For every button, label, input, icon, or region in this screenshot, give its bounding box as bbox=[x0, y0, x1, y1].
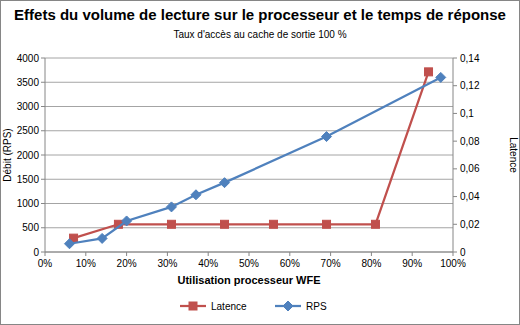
y-tick-label: 2500 bbox=[17, 125, 40, 136]
legend: Latence RPS bbox=[180, 301, 327, 312]
legend-label: Latence bbox=[211, 301, 247, 312]
x-axis-title: Utilisation processeur WFE bbox=[177, 274, 320, 286]
y-tick bbox=[41, 106, 45, 107]
y-axis-title: Débit (RPS) bbox=[2, 128, 13, 181]
x-tick bbox=[85, 252, 86, 256]
point bbox=[97, 233, 107, 243]
y-tick-label: 4000 bbox=[17, 53, 40, 64]
x-tick bbox=[126, 252, 127, 256]
chart-border bbox=[1, 1, 520, 325]
y-tick-label: 1500 bbox=[17, 174, 40, 185]
x-tick bbox=[249, 252, 250, 256]
x-tick bbox=[167, 252, 168, 256]
point bbox=[371, 220, 379, 228]
series-line bbox=[74, 72, 429, 238]
x-tick-label: 80% bbox=[361, 258, 381, 269]
grid-line bbox=[45, 130, 453, 131]
x-tick-label: 0% bbox=[38, 258, 53, 269]
x-tick bbox=[330, 252, 331, 256]
y-tick-label: 3000 bbox=[17, 101, 40, 112]
x-tick-label: 60% bbox=[280, 258, 300, 269]
y2-axis-title: Latence bbox=[508, 137, 519, 173]
point bbox=[122, 216, 132, 226]
y-tick-label: 2000 bbox=[17, 150, 40, 161]
y2-tick-label: 0,02 bbox=[460, 219, 480, 230]
x-tick-label: 30% bbox=[157, 258, 177, 269]
x-tick bbox=[453, 252, 454, 256]
x-tick bbox=[371, 252, 372, 256]
x-tick-label: 20% bbox=[117, 258, 137, 269]
point bbox=[221, 220, 229, 228]
marks bbox=[64, 68, 445, 249]
y2-tick-label: 0,08 bbox=[460, 136, 480, 147]
grid-line bbox=[45, 155, 453, 156]
y2-tick-label: 0,1 bbox=[460, 108, 474, 119]
grid-line bbox=[45, 58, 453, 59]
point bbox=[436, 72, 446, 82]
x-tick bbox=[412, 252, 413, 256]
y-tick bbox=[41, 58, 45, 59]
y-tick bbox=[41, 179, 45, 180]
chart: Effets du volume de lecture sur le proce… bbox=[0, 0, 520, 325]
y2-tick bbox=[453, 85, 457, 86]
point bbox=[64, 239, 74, 249]
y-tick-label: 0 bbox=[33, 247, 39, 258]
y2-tick bbox=[453, 224, 457, 225]
y2-tick bbox=[453, 113, 457, 114]
y-tick-label: 1000 bbox=[17, 198, 40, 209]
title: Effets du volume de lecture sur le proce… bbox=[14, 6, 506, 23]
legend-marker bbox=[189, 302, 197, 310]
y2-tick-label: 0,12 bbox=[460, 80, 480, 91]
x-tick-label: 100% bbox=[440, 258, 466, 269]
x-tick-label: 40% bbox=[198, 258, 218, 269]
y2-tick-label: 0 bbox=[460, 247, 466, 258]
y-tick bbox=[41, 82, 45, 83]
point bbox=[191, 190, 201, 200]
y-axis bbox=[45, 58, 46, 252]
point bbox=[166, 202, 176, 212]
y-tick bbox=[41, 130, 45, 131]
y2-axis bbox=[453, 58, 454, 252]
y2-tick-label: 0,14 bbox=[460, 53, 480, 64]
subtitle: Taux d'accès au cache de sortie 100 % bbox=[173, 29, 346, 40]
x-tick-label: 10% bbox=[76, 258, 96, 269]
point bbox=[425, 68, 433, 76]
series-line bbox=[69, 77, 440, 243]
point bbox=[323, 220, 331, 228]
y2-tick bbox=[453, 168, 457, 169]
x-tick bbox=[208, 252, 209, 256]
y2-tick bbox=[453, 196, 457, 197]
x-tick-label: 50% bbox=[239, 258, 259, 269]
y2-tick bbox=[453, 252, 457, 253]
y-tick bbox=[41, 252, 45, 253]
y2-tick-label: 0,06 bbox=[460, 163, 480, 174]
y-tick bbox=[41, 155, 45, 156]
grid-line bbox=[45, 203, 453, 204]
y-tick-label: 3500 bbox=[17, 77, 40, 88]
y2-tick-label: 0,04 bbox=[460, 191, 480, 202]
grid-line bbox=[45, 82, 453, 83]
y-tick bbox=[41, 227, 45, 228]
x-tick-label: 70% bbox=[321, 258, 341, 269]
x-axis bbox=[45, 252, 453, 253]
y-tick bbox=[41, 203, 45, 204]
point bbox=[322, 132, 332, 142]
legend-marker bbox=[283, 301, 293, 311]
y2-tick bbox=[453, 141, 457, 142]
x-tick-label: 90% bbox=[402, 258, 422, 269]
y-tick-label: 500 bbox=[22, 222, 39, 233]
x-tick bbox=[289, 252, 290, 256]
x-tick bbox=[45, 252, 46, 256]
point bbox=[220, 178, 230, 188]
point bbox=[269, 220, 277, 228]
point bbox=[167, 220, 175, 228]
y2-tick bbox=[453, 58, 457, 59]
grid-line bbox=[45, 106, 453, 107]
legend-label: RPS bbox=[306, 301, 327, 312]
grid-line bbox=[45, 252, 453, 253]
